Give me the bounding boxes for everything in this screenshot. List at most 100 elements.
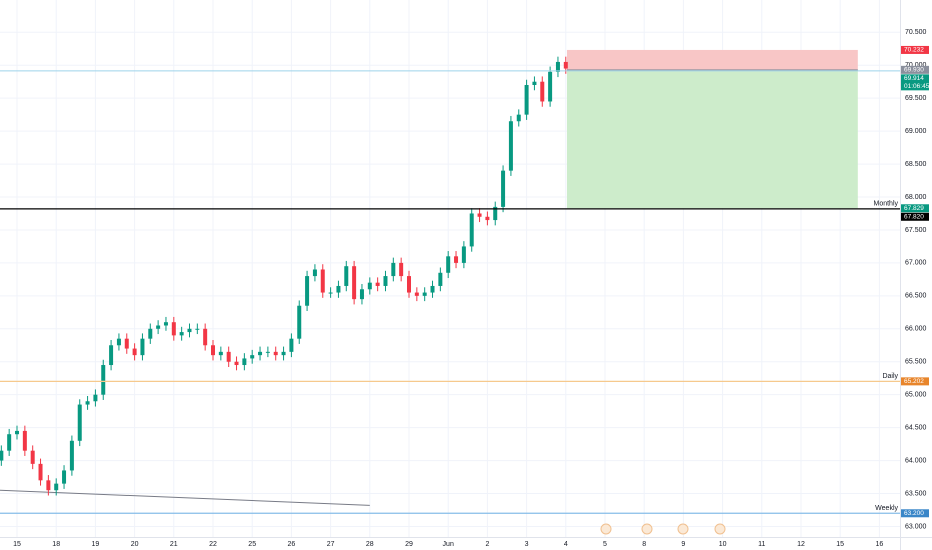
x-tick-label: 15 [836, 541, 844, 548]
candle-body [163, 322, 168, 326]
candle-body [320, 269, 325, 293]
candle-body [430, 285, 435, 293]
event-icon[interactable] [600, 523, 612, 535]
event-icon[interactable] [641, 523, 653, 535]
y-tick-label: 64.000 [905, 457, 927, 464]
candle-body [375, 282, 380, 286]
y-tick-label: 65.500 [905, 359, 927, 366]
x-tick-label: 29 [405, 541, 413, 548]
candle-body [273, 351, 278, 356]
candle-body [438, 272, 443, 286]
price-tag [901, 212, 929, 221]
countdown-label: 01:06:45 [904, 83, 930, 90]
x-tick-label: 18 [52, 541, 60, 548]
x-tick-label: 15 [13, 541, 21, 548]
x-tick-label: 27 [327, 541, 335, 548]
axes: 63.000 63.500 64.000 64.500 65.000 65.500 66.0… [13, 29, 926, 548]
event-icon[interactable] [714, 523, 726, 535]
candle-body [109, 345, 114, 366]
candle-body [524, 84, 529, 115]
candle-body [336, 285, 341, 293]
candle-body [548, 71, 553, 102]
price-tag-label: 69.914 [904, 75, 924, 82]
event-icon[interactable] [677, 523, 689, 535]
candle-body [7, 434, 12, 451]
y-tick-label: 65.000 [905, 392, 927, 399]
candle-body [367, 282, 372, 290]
price-tag-label: 69.930 [904, 67, 924, 74]
x-tick-label: 9 [681, 541, 685, 548]
candle-body [383, 276, 388, 286]
candle-body [211, 345, 216, 356]
candle-body [140, 338, 145, 356]
y-tick-label: 69.000 [905, 128, 927, 135]
overlay: Monthly Daily Weekly [0, 70, 900, 514]
candle-body [15, 430, 20, 435]
x-tick-label: 26 [288, 541, 296, 548]
candle-body [493, 206, 498, 221]
x-tick-label: 25 [248, 541, 256, 548]
candle-body [265, 351, 270, 353]
trendline [0, 489, 370, 506]
price-tag-label: 70.232 [904, 47, 924, 54]
candle-body [101, 365, 106, 395]
price-tag [901, 377, 929, 386]
y-tick-label: 70.000 [905, 62, 927, 69]
y-tick-label: 63.000 [905, 523, 927, 530]
x-tick-label: 28 [366, 541, 374, 548]
x-tick-label: 3 [525, 541, 529, 548]
candle-body [258, 351, 263, 356]
candle-body [116, 338, 121, 346]
candle-body [242, 358, 247, 366]
candle-body [226, 351, 231, 362]
price-tag-label: 65.202 [904, 378, 924, 385]
candle-body [328, 292, 333, 294]
candle-body [77, 404, 82, 441]
price-tag [901, 45, 929, 54]
candle-body [203, 328, 208, 346]
candle-body [359, 289, 364, 300]
candle-body [312, 269, 317, 277]
price-tag [901, 509, 929, 518]
candle-body [93, 394, 98, 402]
candle-body [156, 325, 161, 329]
y-tick-label: 66.000 [905, 326, 927, 333]
candle-body [281, 351, 286, 356]
candle-body [391, 262, 396, 277]
candle-body [124, 338, 129, 349]
candle-body [414, 292, 419, 296]
candle-body [218, 351, 223, 356]
candle-body [461, 246, 466, 263]
candle-body [399, 262, 404, 277]
candle-body [501, 170, 506, 207]
candle-body [62, 470, 67, 484]
candle-body [297, 305, 302, 339]
candle-body [46, 480, 51, 491]
x-tick-label: 10 [719, 541, 727, 548]
x-tick-label: 11 [758, 541, 765, 548]
candle-body [187, 328, 192, 333]
x-tick-label: 21 [170, 541, 178, 548]
x-tick-label: 4 [564, 541, 568, 548]
x-tick-label: 22 [209, 541, 217, 548]
candle-body [85, 401, 90, 405]
candle-body [555, 61, 560, 72]
candle-body [0, 450, 4, 461]
y-tick-label: 70.500 [905, 29, 927, 36]
candle-body [422, 292, 427, 296]
price-tag-label: 63.200 [904, 510, 924, 517]
y-tick-label: 66.500 [905, 293, 927, 300]
price-tag-label: 67.820 [904, 213, 924, 220]
candles [0, 56, 568, 496]
candle-body [179, 332, 184, 336]
candle-body [508, 121, 513, 171]
candle-body [148, 328, 153, 339]
candle-body [22, 430, 27, 451]
candle-body [540, 81, 545, 102]
candle-body [485, 216, 490, 221]
candle-body [406, 276, 411, 293]
price-tag-label: 67.829 [904, 205, 924, 212]
candle-body [132, 348, 137, 356]
